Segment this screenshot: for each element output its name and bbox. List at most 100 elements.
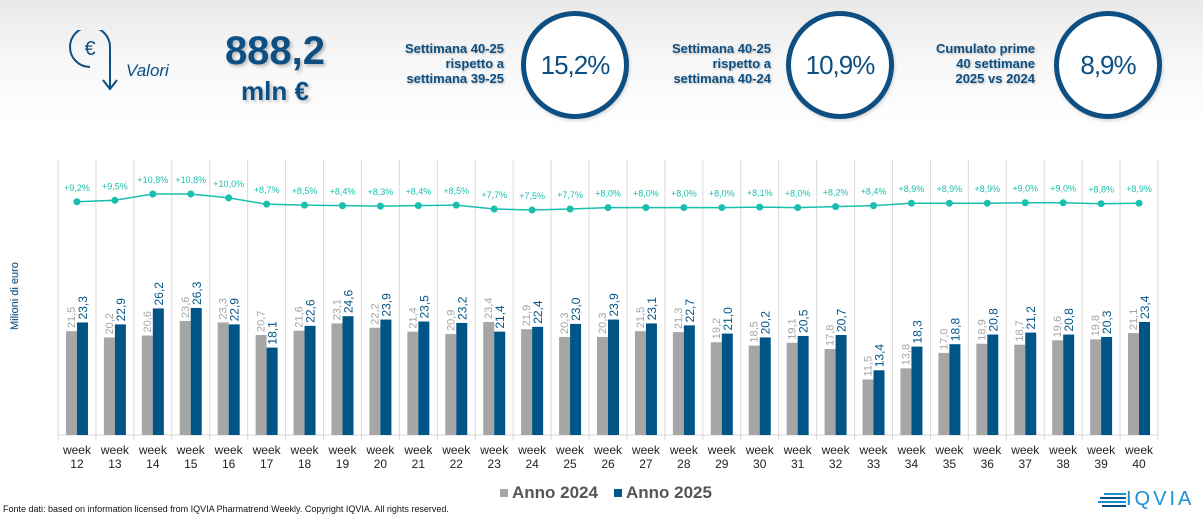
bar-2025 [532, 326, 544, 435]
growth-point [945, 199, 953, 207]
bar-label-2025: 18,3 [910, 320, 924, 344]
bar-label-2025: 23,3 [76, 296, 90, 320]
bar-2025 [1025, 332, 1037, 435]
bar-label-2025: 26,2 [152, 282, 166, 306]
x-tick-label: week [745, 443, 775, 457]
bar-2024 [483, 321, 495, 435]
x-tick-label: 25 [563, 457, 577, 471]
bar-2024 [1128, 333, 1140, 435]
kpi-label-line: settimana 40-24 [673, 71, 771, 86]
x-tick-label: 14 [146, 457, 160, 471]
growth-point [263, 200, 271, 208]
iqvia-logo: IQVIA [1098, 488, 1194, 511]
kpi-weekly-label: Settimana 40-25 rispetto a settimana 39-… [370, 41, 504, 86]
bar-label-2024: 18,7 [1014, 320, 1026, 341]
kpi-label-line: 40 settimane [956, 56, 1035, 71]
x-tick-label: 28 [677, 457, 691, 471]
metric-label: Valori [126, 61, 169, 80]
x-tick-label: week [707, 443, 737, 457]
kpi-label-line: 2025 vs 2024 [955, 71, 1035, 86]
kpi-cumulative-label: Cumulato prime 40 settimane 2025 vs 2024 [900, 41, 1035, 86]
x-tick-label: week [859, 443, 889, 457]
bar-2024 [634, 331, 646, 435]
bar-label-2024: 19,8 [1090, 315, 1102, 336]
bar-label-2024: 11,5 [863, 356, 875, 377]
kpi-cumulative-circle: 8,9% [1054, 11, 1162, 119]
bar-2025 [380, 319, 392, 435]
growth-label: +7,7% [481, 190, 507, 200]
bar-label-2025: 26,3 [190, 281, 204, 305]
growth-label: +8,9% [974, 184, 1000, 194]
x-tick-label: week [441, 443, 471, 457]
x-tick-label: 16 [222, 457, 236, 471]
iqvia-stripes-icon [1098, 492, 1126, 507]
bar-2024 [748, 345, 760, 435]
legend-item-2024: Anno 2024 [500, 483, 598, 503]
svg-text:€: € [84, 38, 95, 60]
growth-point [566, 205, 574, 213]
bar-label-2024: 17,8 [825, 325, 837, 346]
growth-point [225, 194, 233, 202]
x-tick-label: week [1086, 443, 1116, 457]
growth-label: +8,3% [368, 187, 394, 197]
bar-2024 [293, 330, 305, 435]
growth-label: +9,0% [1050, 184, 1076, 194]
bar-label-2025: 23,5 [417, 295, 431, 319]
growth-label: +8,0% [595, 189, 621, 199]
x-tick-label: week [327, 443, 357, 457]
bar-2024 [255, 335, 267, 435]
x-tick-label: 24 [525, 457, 539, 471]
bar-label-2025: 20,5 [797, 309, 811, 333]
x-tick-label: 27 [639, 457, 653, 471]
bar-2025 [949, 344, 961, 435]
growth-label: +8,2% [823, 188, 849, 198]
x-tick-label: week [62, 443, 92, 457]
x-tick-label: 26 [601, 457, 615, 471]
bar-label-2025: 22,6 [304, 299, 318, 323]
bar-label-2024: 20,9 [445, 310, 457, 331]
growth-label: +9,2% [64, 183, 90, 193]
euro-down-arrow-icon: € [69, 30, 118, 91]
growth-point [1059, 199, 1067, 207]
x-tick-label: 35 [943, 457, 957, 471]
bar-label-2024: 20,3 [559, 313, 571, 334]
growth-point [338, 202, 346, 210]
growth-label: +8,0% [671, 189, 697, 199]
bar-2024 [521, 329, 533, 435]
bar-label-2024: 19,6 [1052, 316, 1064, 337]
bar-2025 [570, 323, 582, 435]
bar-label-2025: 23,4 [1138, 295, 1152, 319]
growth-point [528, 206, 536, 214]
growth-point [187, 190, 195, 198]
growth-label: +8,5% [292, 186, 318, 196]
bar-2024 [900, 368, 912, 435]
growth-label: +8,4% [861, 187, 887, 197]
growth-label: +8,9% [936, 184, 962, 194]
kpi-label-line: rispetto a [712, 56, 771, 71]
growth-label: +10,8% [175, 175, 206, 185]
x-tick-label: 17 [260, 457, 274, 471]
bar-label-2024: 21,1 [1128, 309, 1140, 330]
bar-2025 [114, 324, 126, 435]
bar-label-2024: 18,5 [749, 321, 761, 342]
x-tick-label: 38 [1056, 457, 1070, 471]
x-tick-label: week [934, 443, 964, 457]
growth-point [73, 198, 81, 206]
bar-2024 [1052, 340, 1064, 435]
kpi-label-line: settimana 39-25 [406, 71, 504, 86]
bar-2025 [1063, 334, 1075, 435]
x-tick-label: week [290, 443, 320, 457]
legend-label: Anno 2025 [625, 483, 712, 502]
growth-label: +8,0% [709, 189, 735, 199]
bar-2025 [835, 335, 847, 435]
legend-label: Anno 2024 [512, 483, 598, 502]
legend-item-2025: Anno 2025 [613, 483, 712, 503]
bar-label-2024: 19,2 [711, 318, 723, 339]
x-tick-label: week [593, 443, 623, 457]
bar-label-2024: 20,6 [142, 311, 154, 332]
x-tick-label: week [1010, 443, 1040, 457]
bar-2025 [152, 308, 164, 435]
x-tick-label: 31 [791, 457, 805, 471]
growth-point [1021, 199, 1029, 207]
kpi-label-line: Settimana 40-25 [405, 41, 504, 56]
